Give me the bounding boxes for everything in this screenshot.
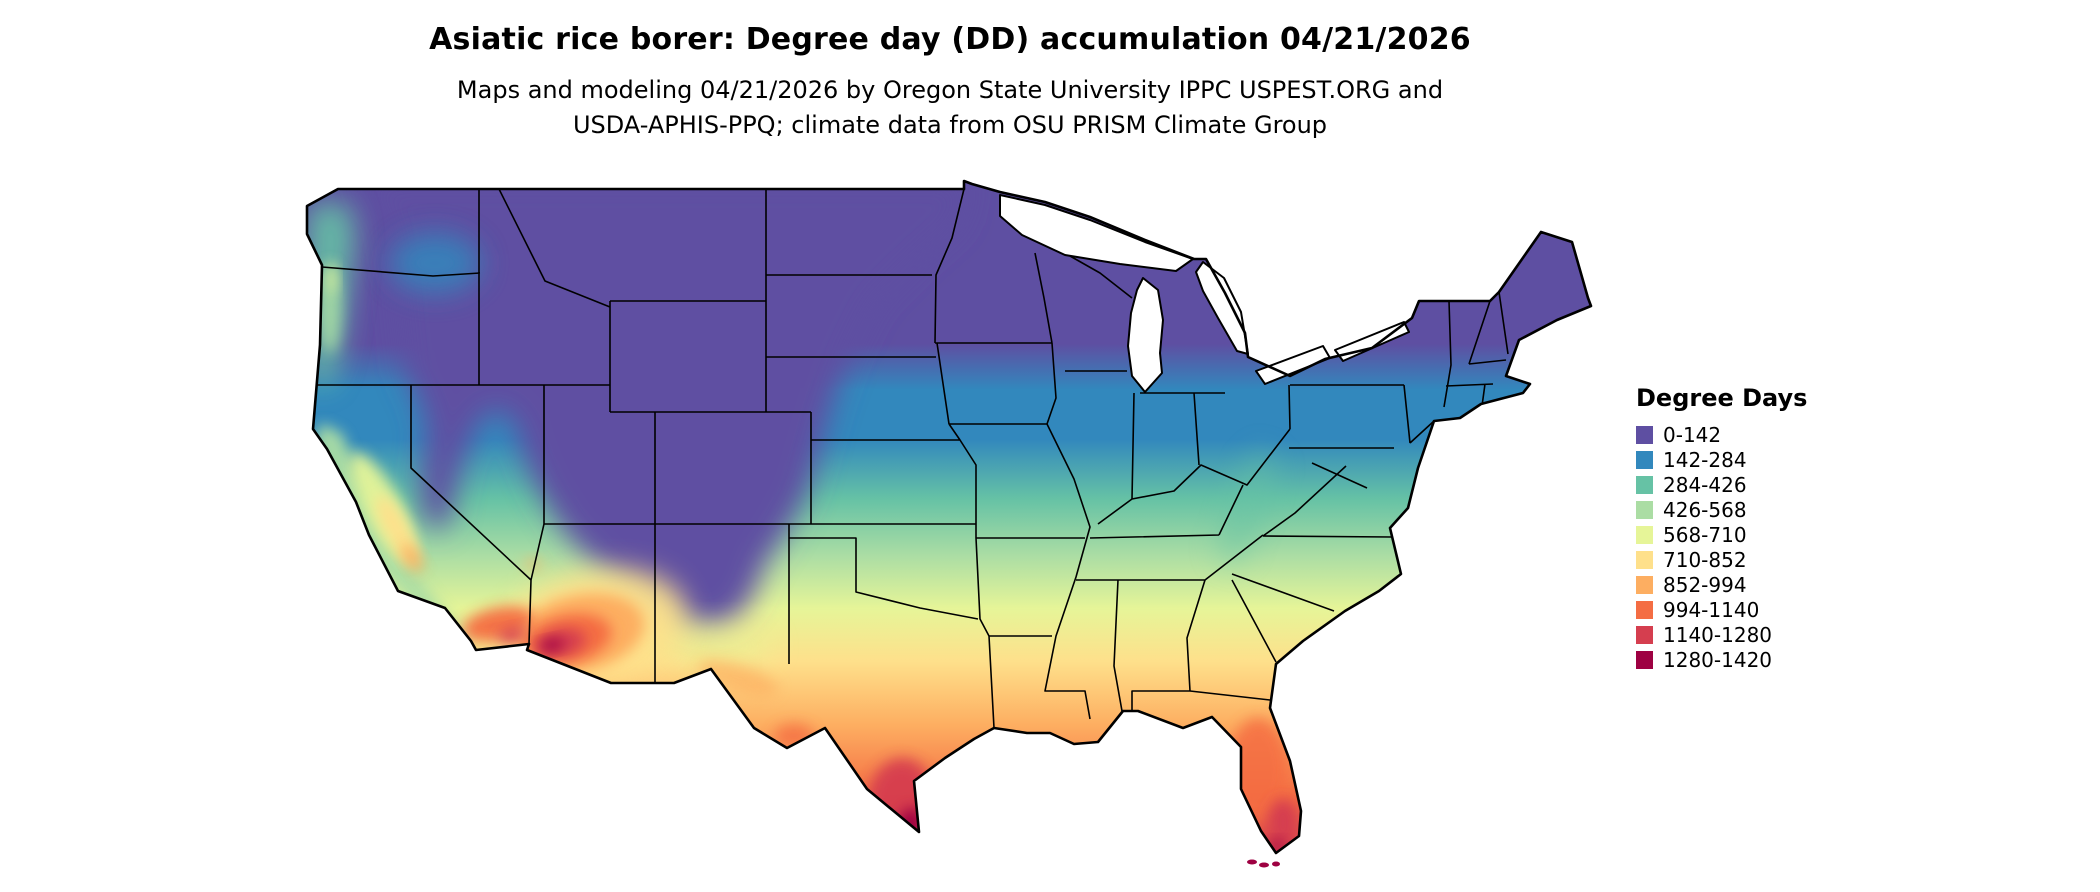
subtitle-line-1: Maps and modeling 04/21/2026 by Oregon S… (456, 76, 1444, 104)
columbia-basin-zone (389, 233, 481, 293)
degree-day-raster (307, 181, 1591, 853)
legend-item: 568-710 (1636, 522, 1807, 547)
lake-huron (1195, 261, 1249, 355)
legend-item: 710-852 (1636, 547, 1807, 572)
legend-swatch (1636, 500, 1653, 519)
legend-title: Degree Days (1636, 384, 1808, 412)
socal-desert-red (498, 627, 526, 643)
legend-label: 142-284 (1663, 447, 1747, 472)
legend-item: 284-426 (1636, 472, 1807, 497)
legend-label: 710-852 (1663, 547, 1747, 572)
appalachian-cool-zone (1219, 451, 1275, 565)
legend-swatch (1636, 475, 1653, 494)
legend-swatch (1636, 425, 1653, 444)
mountain-west-cool-zone (355, 181, 970, 628)
florida-keys (1247, 859, 1280, 868)
south-florida-red (1268, 799, 1298, 847)
legend-label: 0-142 (1663, 422, 1722, 447)
legend-label: 852-994 (1663, 572, 1747, 597)
state-borders (317, 188, 1509, 729)
great-lakes (999, 194, 1410, 393)
willamette-warm-spot (327, 262, 337, 294)
map-legend: Degree Days 0-142 142-284 284-426 426-56… (1636, 384, 1807, 672)
legend-swatch (1636, 650, 1653, 669)
legend-label: 568-710 (1663, 522, 1747, 547)
west-texas-warm-strip (697, 660, 779, 696)
legend-swatch (1636, 625, 1653, 644)
legend-label: 1140-1280 (1663, 622, 1773, 647)
south-valley-hot (401, 543, 423, 573)
las-vegas-warm-spot (524, 558, 542, 570)
legend-label: 426-568 (1663, 497, 1747, 522)
subtitle-line-2: USDA-APHIS-PPQ; climate data from OSU PR… (572, 110, 1328, 139)
map-subtitle: Maps and modeling 04/21/2026 by Oregon S… (0, 73, 1900, 143)
legend-swatch (1636, 550, 1653, 569)
us-degree-day-map (300, 178, 1600, 884)
legend-item: 1140-1280 (1636, 622, 1807, 647)
legend-label: 994-1140 (1663, 597, 1760, 622)
arizona-core-dark-red (540, 638, 564, 652)
legend-label: 1280-1420 (1663, 647, 1773, 672)
us-outline (305, 179, 1593, 855)
legend-swatch (1636, 575, 1653, 594)
legend-item: 994-1140 (1636, 597, 1807, 622)
legend-item: 1280-1420 (1636, 647, 1807, 672)
map-title: Asiatic rice borer: Degree day (DD) accu… (429, 22, 1471, 57)
us-map-svg (305, 179, 1593, 868)
legend-label: 284-426 (1663, 472, 1747, 497)
lake-superior (999, 194, 1194, 272)
legend-swatch (1636, 450, 1653, 469)
legend-item: 852-994 (1636, 572, 1807, 597)
lake-michigan (1127, 277, 1164, 393)
legend-item: 0-142 (1636, 422, 1807, 447)
header: Asiatic rice borer: Degree day (DD) accu… (0, 22, 1900, 143)
legend-swatch (1636, 525, 1653, 544)
legend-item: 142-284 (1636, 447, 1807, 472)
legend-item: 426-568 (1636, 497, 1807, 522)
legend-swatch (1636, 600, 1653, 619)
southern-nm-zone (668, 626, 772, 666)
